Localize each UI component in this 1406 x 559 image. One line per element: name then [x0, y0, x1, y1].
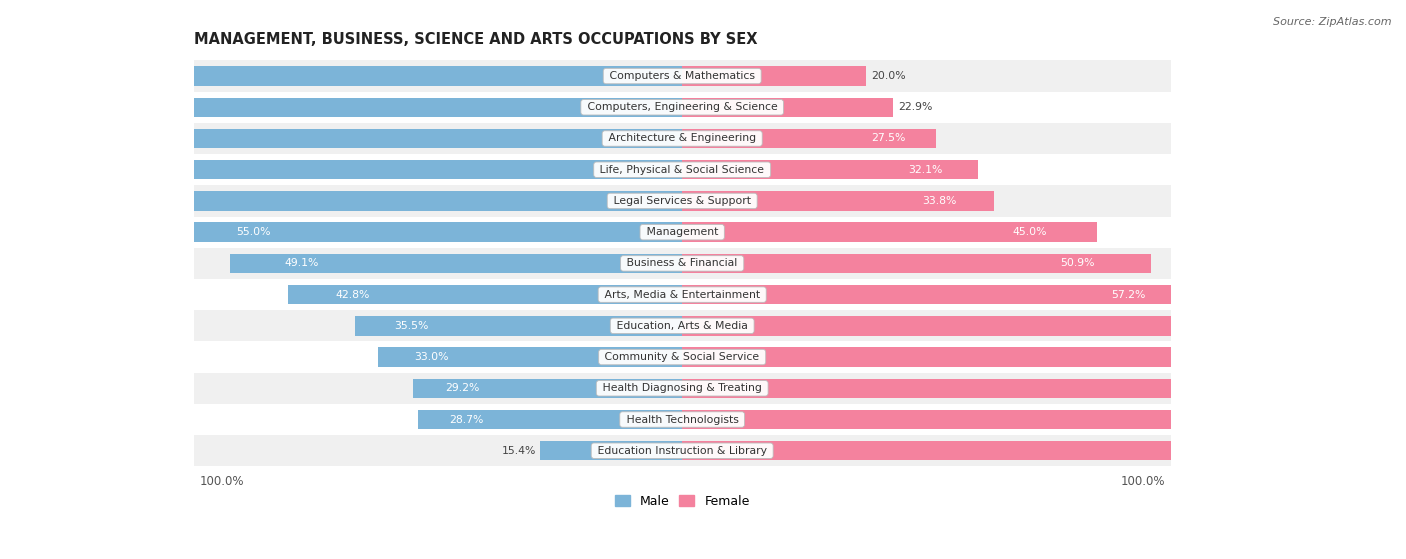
Legend: Male, Female: Male, Female	[610, 490, 755, 513]
Text: Management: Management	[643, 227, 721, 237]
Bar	[356, 316, 682, 335]
Text: Source: ZipAtlas.com: Source: ZipAtlas.com	[1274, 17, 1392, 27]
Bar	[540, 441, 682, 461]
Text: Computers, Engineering & Science: Computers, Engineering & Science	[583, 102, 780, 112]
Bar	[682, 129, 935, 148]
Bar	[229, 254, 682, 273]
Bar	[682, 285, 1209, 304]
Bar	[194, 60, 1171, 92]
Text: Health Diagnosing & Treating: Health Diagnosing & Treating	[599, 383, 765, 394]
Bar	[194, 248, 1171, 279]
Text: 22.9%: 22.9%	[898, 102, 932, 112]
Text: 49.1%: 49.1%	[284, 258, 319, 268]
Bar	[194, 216, 1171, 248]
Bar	[0, 98, 682, 117]
Text: 50.9%: 50.9%	[1060, 258, 1095, 268]
Bar	[194, 342, 1171, 373]
Text: 32.1%: 32.1%	[908, 165, 942, 175]
Bar	[682, 254, 1152, 273]
Text: 64.5%: 64.5%	[1171, 321, 1205, 331]
Text: Business & Financial: Business & Financial	[623, 258, 741, 268]
Bar	[14, 129, 682, 148]
Bar	[194, 435, 1171, 466]
Bar	[288, 285, 682, 304]
Text: Education, Arts & Media: Education, Arts & Media	[613, 321, 751, 331]
Text: 45.0%: 45.0%	[1012, 227, 1047, 237]
Bar	[418, 410, 682, 429]
Bar	[682, 67, 866, 86]
Bar	[413, 378, 682, 398]
Text: 72.5%: 72.5%	[94, 134, 129, 144]
Text: Life, Physical & Social Science: Life, Physical & Social Science	[596, 165, 768, 175]
Bar	[194, 310, 1171, 342]
Bar	[682, 410, 1340, 429]
Text: Legal Services & Support: Legal Services & Support	[610, 196, 755, 206]
Bar	[176, 222, 682, 242]
Bar	[682, 191, 994, 211]
Text: 70.8%: 70.8%	[1222, 383, 1256, 394]
Text: 33.0%: 33.0%	[415, 352, 449, 362]
Text: 67.0%: 67.0%	[1191, 352, 1226, 362]
Text: 33.8%: 33.8%	[922, 196, 956, 206]
Text: 66.2%: 66.2%	[145, 196, 180, 206]
Text: 28.7%: 28.7%	[450, 415, 484, 424]
Bar	[682, 378, 1334, 398]
Text: Architecture & Engineering: Architecture & Engineering	[605, 134, 759, 144]
Bar	[682, 160, 979, 179]
Text: 42.8%: 42.8%	[335, 290, 370, 300]
Text: MANAGEMENT, BUSINESS, SCIENCE AND ARTS OCCUPATIONS BY SEX: MANAGEMENT, BUSINESS, SCIENCE AND ARTS O…	[194, 32, 758, 47]
Text: Education Instruction & Library: Education Instruction & Library	[593, 446, 770, 456]
Text: 80.0%: 80.0%	[34, 71, 67, 81]
Text: 35.5%: 35.5%	[394, 321, 429, 331]
Bar	[682, 98, 893, 117]
Bar	[682, 441, 1406, 461]
Bar	[682, 316, 1277, 335]
Text: Computers & Mathematics: Computers & Mathematics	[606, 71, 758, 81]
Text: 29.2%: 29.2%	[446, 383, 479, 394]
Bar	[378, 347, 682, 367]
Text: 27.5%: 27.5%	[870, 134, 905, 144]
Text: 67.9%: 67.9%	[132, 165, 166, 175]
Bar	[194, 123, 1171, 154]
Text: 84.6%: 84.6%	[1334, 446, 1368, 456]
Text: Health Technologists: Health Technologists	[623, 415, 742, 424]
Bar	[194, 154, 1171, 186]
Text: 15.4%: 15.4%	[502, 446, 536, 456]
Bar	[194, 373, 1171, 404]
Text: 20.0%: 20.0%	[872, 71, 905, 81]
Text: 55.0%: 55.0%	[236, 227, 271, 237]
Bar	[194, 92, 1171, 123]
Bar	[194, 186, 1171, 216]
Bar	[0, 67, 682, 86]
Text: 77.1%: 77.1%	[58, 102, 91, 112]
Bar	[682, 347, 1299, 367]
Text: 71.4%: 71.4%	[1226, 415, 1261, 424]
Bar	[72, 191, 682, 211]
Bar	[194, 279, 1171, 310]
Bar	[194, 404, 1171, 435]
Text: 57.2%: 57.2%	[1112, 290, 1146, 300]
Bar	[56, 160, 682, 179]
Text: Community & Social Service: Community & Social Service	[602, 352, 763, 362]
Bar	[682, 222, 1097, 242]
Text: Arts, Media & Entertainment: Arts, Media & Entertainment	[600, 290, 763, 300]
